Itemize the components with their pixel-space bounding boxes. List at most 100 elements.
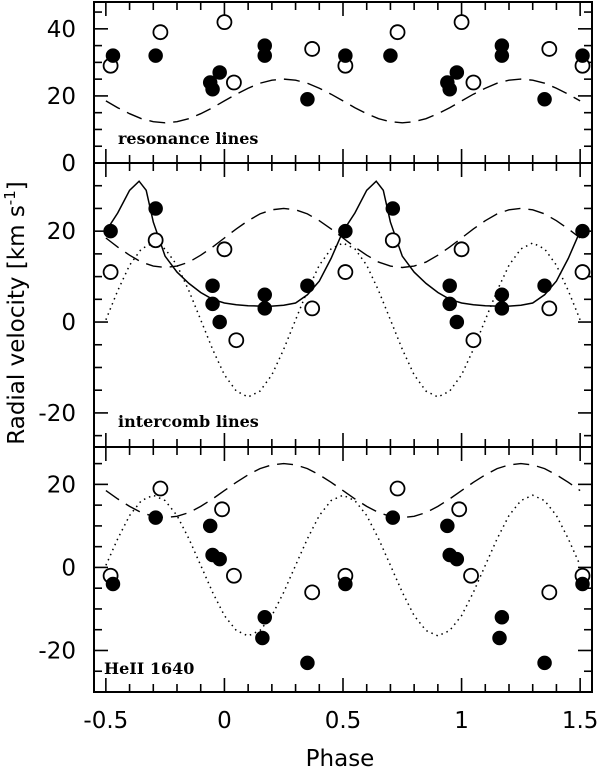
filled-point (449, 65, 465, 80)
open-point (389, 24, 406, 41)
open-point (451, 501, 468, 518)
y-axis-label-close: ] (4, 181, 30, 190)
y-tick-label: 0 (61, 555, 76, 581)
x-tick-label: 0.5 (325, 708, 362, 734)
y-axis-label-text: Radial velocity [km s (4, 205, 30, 445)
filled-point (300, 278, 315, 293)
curve-dashed (105, 78, 581, 124)
filled-point (148, 510, 163, 525)
filled-point (212, 314, 227, 330)
open-point (304, 584, 321, 601)
open-point (214, 501, 230, 518)
filled-point (255, 630, 270, 646)
y-tick-label: 0 (61, 151, 76, 177)
points (102, 480, 591, 671)
filled-point (257, 38, 272, 53)
open-point (304, 41, 321, 57)
x-axis-label: Phase (306, 746, 375, 771)
open-point (226, 567, 242, 584)
filled-point (338, 576, 353, 592)
filled-point (449, 551, 465, 567)
open-point (541, 584, 558, 601)
filled-point (494, 38, 510, 53)
curve-dashed (105, 462, 581, 519)
filled-point (257, 287, 272, 303)
panel-annotation: HeII 1640 (104, 659, 194, 678)
filled-point (575, 223, 590, 239)
filled-point (494, 610, 510, 625)
filled-point (494, 287, 510, 303)
open-point (541, 41, 558, 57)
filled-point (212, 65, 227, 80)
open-point (337, 264, 354, 280)
filled-point (575, 48, 590, 63)
filled-point (492, 630, 507, 646)
filled-point (148, 48, 163, 63)
y-tick-label: 20 (47, 472, 76, 498)
filled-point (205, 296, 220, 312)
y-tick-label: -20 (38, 638, 76, 664)
y-tick-label: 0 (61, 310, 76, 336)
filled-point (205, 278, 220, 293)
filled-point (338, 223, 353, 239)
filled-point (300, 655, 315, 671)
filled-point (440, 518, 455, 534)
open-point (216, 241, 233, 258)
curve-dotted (105, 494, 581, 637)
panel-annotation: intercomb lines (118, 412, 259, 431)
filled-point (105, 48, 121, 63)
filled-point (205, 81, 220, 97)
curves (105, 462, 581, 637)
filled-point (442, 296, 457, 312)
filled-point (575, 576, 590, 592)
filled-point (300, 92, 315, 107)
x-tick-label: 0 (217, 708, 232, 734)
y-axis-label-superscript: -1 (1, 190, 19, 205)
panel-3: -20 0 20 HeII 1640 -0.5 0 0.5 1 1.5 (38, 446, 597, 734)
open-point (147, 232, 164, 249)
filled-point (338, 48, 353, 63)
open-point (216, 14, 233, 31)
panel-annotation: resonance lines (118, 129, 258, 148)
filled-point (385, 201, 401, 216)
open-point (304, 300, 321, 317)
points (102, 14, 591, 107)
open-point (226, 74, 242, 91)
open-point (541, 300, 558, 317)
open-point (152, 24, 169, 41)
filled-point (212, 551, 227, 567)
filled-point (449, 314, 465, 330)
open-point (389, 480, 406, 497)
open-point (574, 264, 591, 280)
filled-point (105, 576, 121, 592)
filled-point (537, 655, 552, 671)
filled-point (385, 510, 401, 525)
filled-point (537, 92, 552, 107)
filled-point (442, 81, 457, 97)
y-tick-label: 20 (47, 219, 76, 245)
filled-point (257, 610, 272, 625)
panel-2: -20 0 20 intercomb lines (38, 162, 593, 448)
open-point (228, 332, 245, 349)
open-point (465, 332, 482, 349)
open-point (102, 264, 119, 280)
open-point (453, 241, 470, 258)
filled-point (257, 301, 272, 316)
y-axis-label: Radial velocity [km s-1] (1, 181, 30, 445)
open-point (463, 567, 479, 584)
filled-point (494, 301, 510, 316)
curves (105, 78, 581, 124)
open-point (384, 232, 401, 249)
curves (105, 180, 581, 398)
points (102, 201, 591, 349)
y-tick-label: 20 (47, 84, 76, 110)
filled-point (537, 278, 552, 293)
curve-solid (105, 180, 581, 307)
open-point (465, 74, 482, 91)
filled-point (442, 278, 457, 293)
x-tick-label: -0.5 (83, 708, 128, 734)
panel-frame (93, 446, 593, 693)
filled-point (103, 223, 118, 239)
x-tick-label: 1 (454, 708, 469, 734)
